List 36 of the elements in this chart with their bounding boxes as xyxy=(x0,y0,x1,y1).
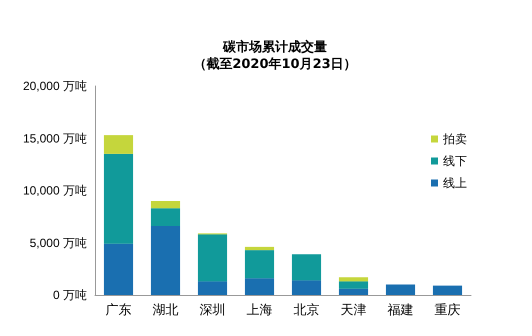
bar xyxy=(244,278,274,295)
bar xyxy=(338,288,368,295)
x-tick-label: 深圳 xyxy=(200,302,226,317)
x-tick-label: 天津 xyxy=(340,302,366,317)
chart-subtitle: （截至2020年10月23日） xyxy=(193,57,357,72)
bar xyxy=(104,244,134,295)
bar xyxy=(104,154,134,244)
x-tick-label: 广东 xyxy=(106,302,132,317)
bar xyxy=(198,234,228,282)
bar xyxy=(150,226,180,295)
bar xyxy=(338,277,368,282)
x-tick-label: 福建 xyxy=(388,302,414,317)
y-tick-label: 0 万吨 xyxy=(52,288,87,302)
bar xyxy=(292,254,322,280)
bar xyxy=(150,208,180,226)
bar xyxy=(244,250,274,278)
legend-label: 拍卖 xyxy=(442,132,467,146)
bar xyxy=(150,200,180,208)
legend-label: 线下 xyxy=(443,154,467,168)
legend-label: 线上 xyxy=(443,176,467,190)
bar xyxy=(386,284,416,295)
bar xyxy=(244,246,274,250)
y-tick-label: 20,000 万吨 xyxy=(22,79,87,93)
y-tick-label: 10,000 万吨 xyxy=(22,184,87,198)
y-tick-label: 5,000 万吨 xyxy=(30,236,87,250)
x-tick-label: 湖北 xyxy=(152,302,178,317)
x-tick-label: 上海 xyxy=(246,302,272,317)
bar xyxy=(292,280,322,295)
bar xyxy=(198,281,228,295)
chart-title: 碳市场累计成交量 xyxy=(222,39,327,55)
bar xyxy=(432,286,462,295)
x-tick-label: 重庆 xyxy=(434,302,460,317)
x-tick-label: 北京 xyxy=(294,302,320,317)
bar xyxy=(338,281,368,289)
y-tick-label: 15,000 万吨 xyxy=(22,131,87,146)
bar xyxy=(104,135,134,154)
